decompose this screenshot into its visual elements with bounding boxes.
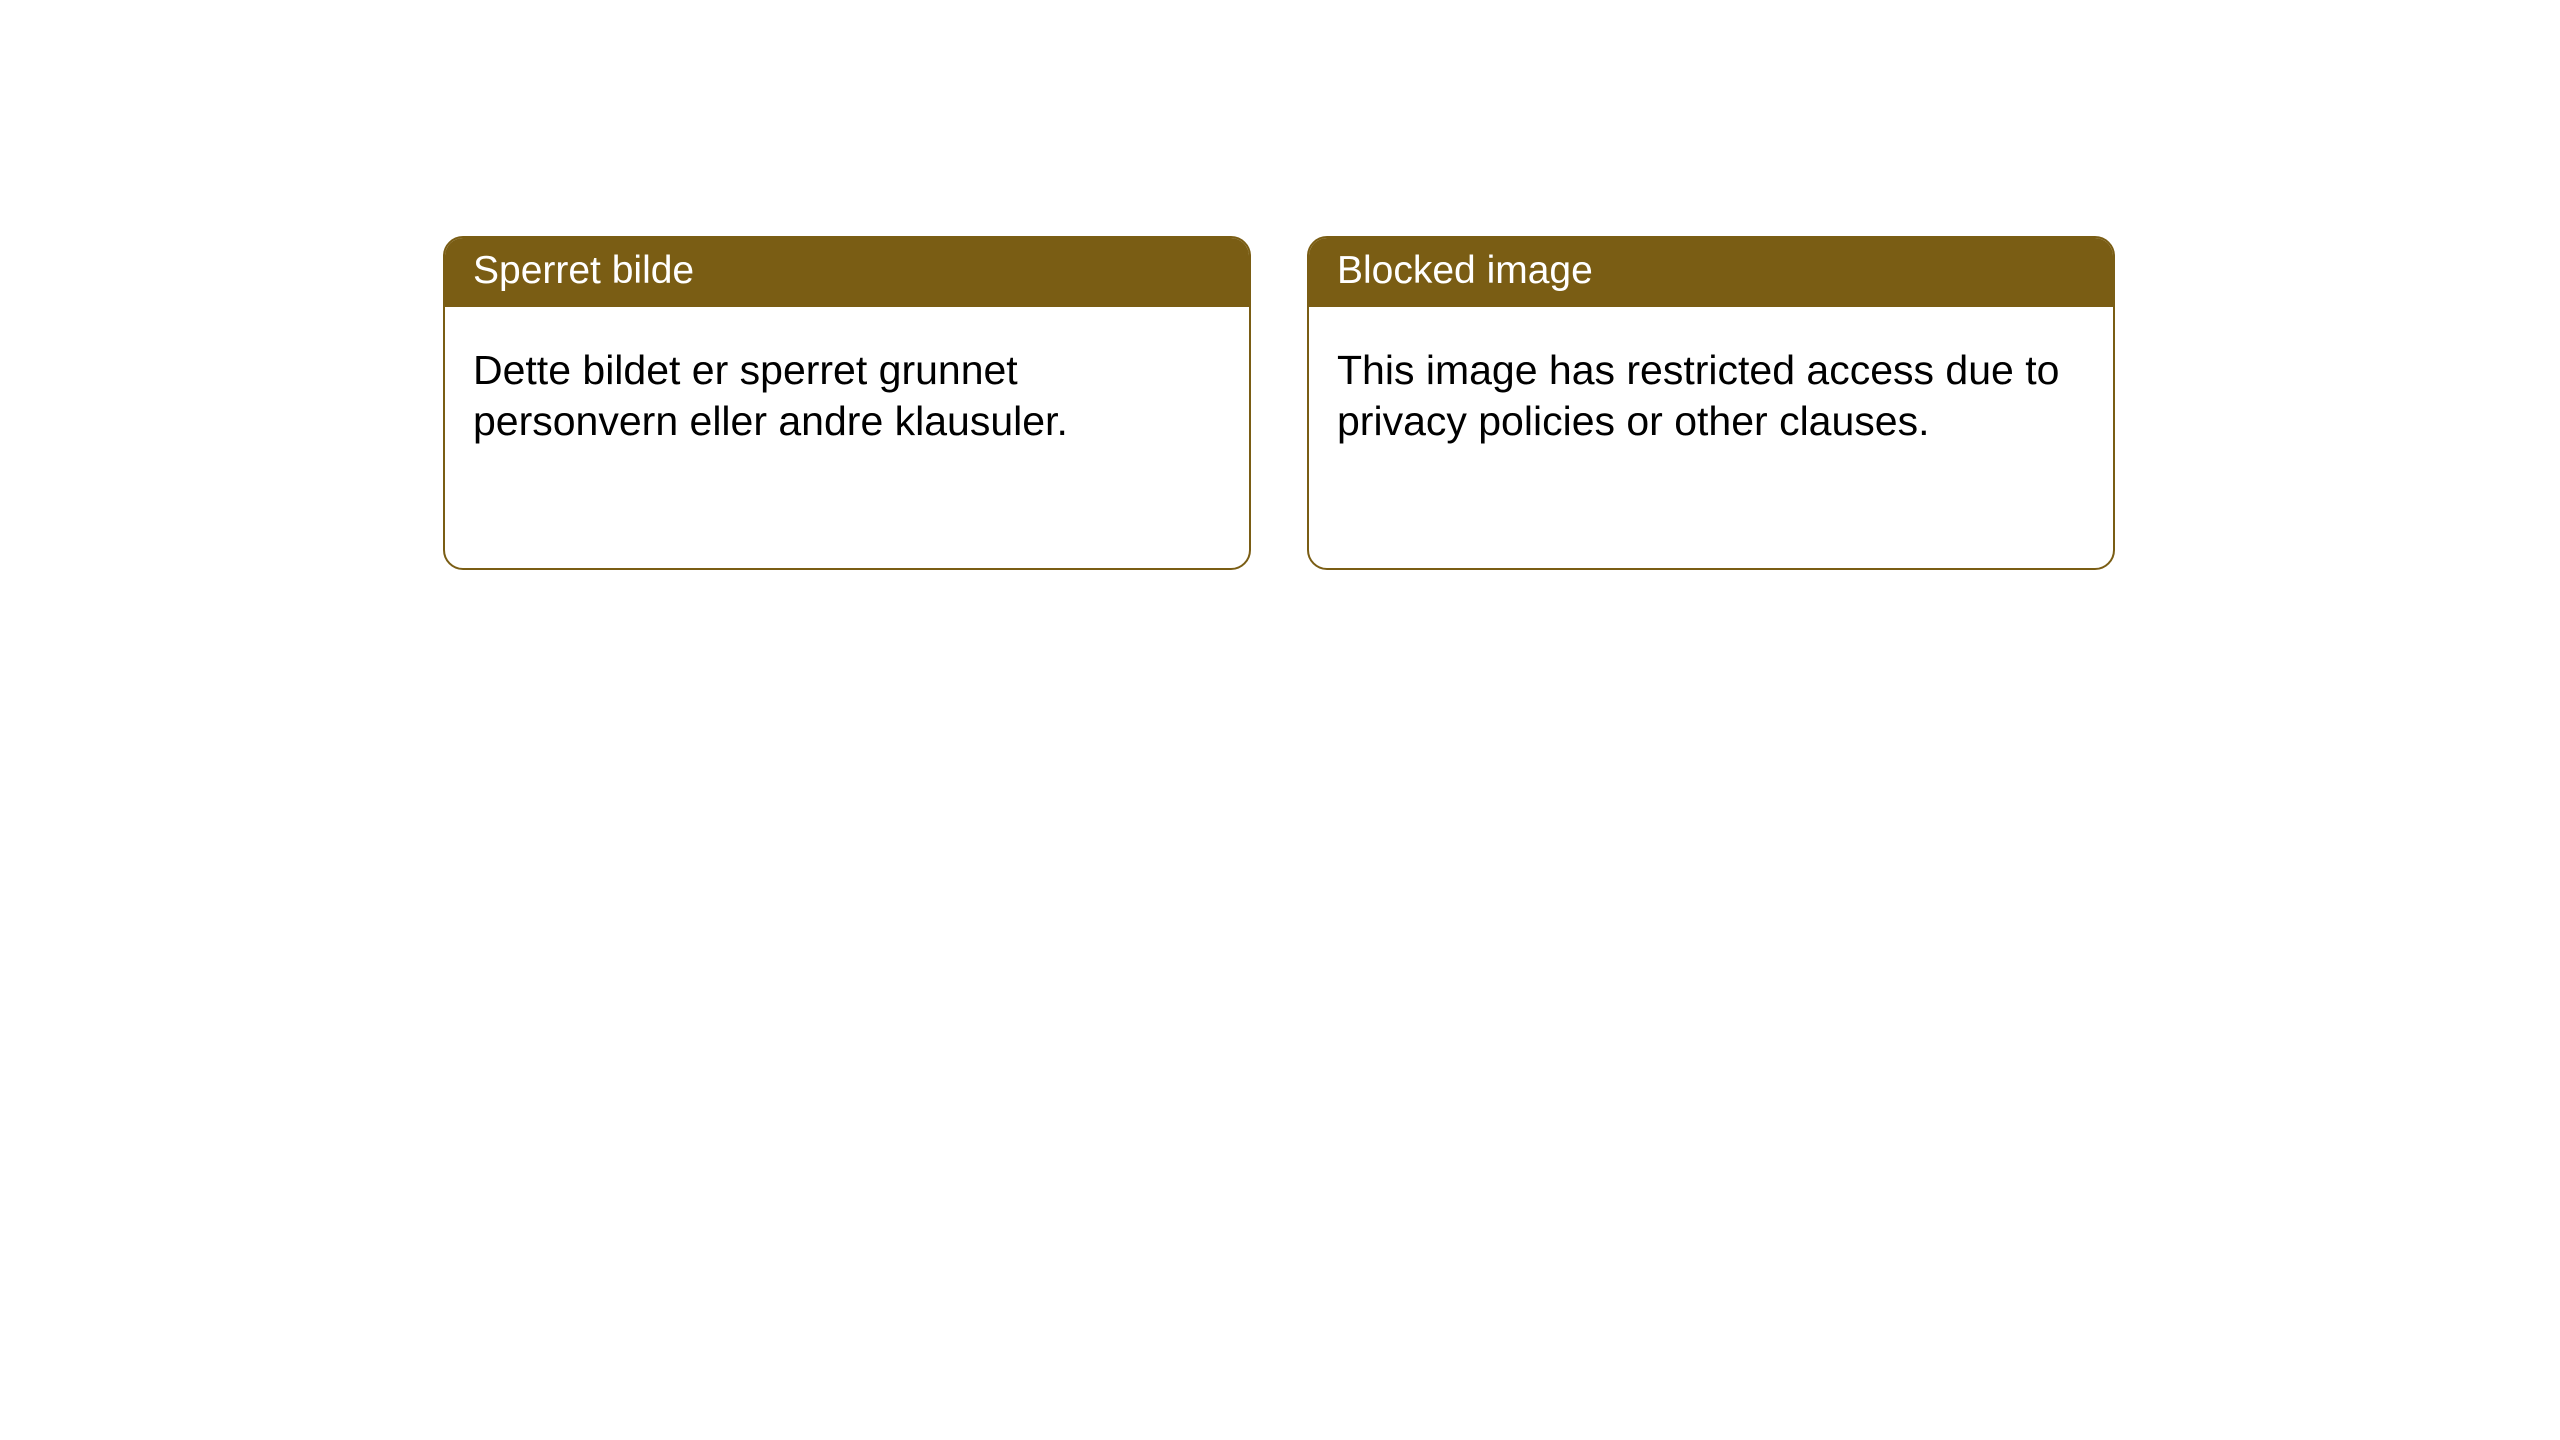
- notice-box-norwegian: Sperret bilde Dette bildet er sperret gr…: [443, 236, 1251, 570]
- notice-header: Sperret bilde: [445, 238, 1249, 307]
- notice-box-english: Blocked image This image has restricted …: [1307, 236, 2115, 570]
- notice-body: This image has restricted access due to …: [1309, 307, 2113, 476]
- notice-body: Dette bildet er sperret grunnet personve…: [445, 307, 1249, 476]
- notice-container: Sperret bilde Dette bildet er sperret gr…: [443, 236, 2115, 570]
- notice-header: Blocked image: [1309, 238, 2113, 307]
